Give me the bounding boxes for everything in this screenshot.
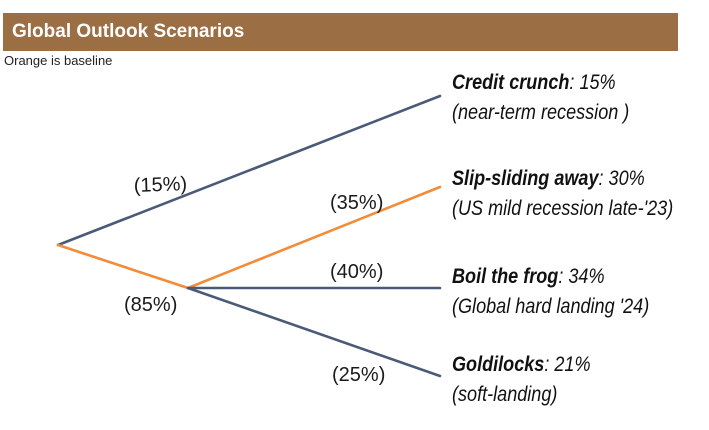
- outcome-description: (near-term recession ): [452, 101, 630, 124]
- outcome-name: Credit crunch: [452, 71, 570, 94]
- outcome-description: (US mild recession late-'23): [452, 197, 674, 220]
- prob-label-85: (85%): [124, 294, 177, 316]
- outcome-probability: : 34%: [558, 265, 605, 288]
- edge-baseline-root: [56, 243, 190, 290]
- outcome-name: Goldilocks: [452, 353, 545, 376]
- outcome-credit-crunch: Credit crunch: 15% (near-term recession …: [452, 68, 629, 128]
- outcome-name: Boil the frog: [452, 265, 559, 288]
- outcome-boil-the-frog: Boil the frog: 34% (Global hard landing …: [452, 262, 649, 322]
- outcome-goldilocks: Goldilocks: 21% (soft-landing): [452, 350, 591, 410]
- outcome-description: (Global hard landing '24): [452, 295, 650, 318]
- outcome-slip-sliding-away: Slip-sliding away: 30% (US mild recessio…: [452, 164, 673, 224]
- prob-label-35: (35%): [330, 192, 383, 214]
- header-bar: Global Outlook Scenarios: [3, 13, 678, 51]
- subtitle: Orange is baseline: [4, 53, 113, 68]
- outcome-probability: : 30%: [598, 167, 645, 190]
- outcome-name: Slip-sliding away: [452, 167, 599, 190]
- outcome-probability: : 15%: [569, 71, 616, 94]
- outcome-description: (soft-landing): [452, 383, 558, 406]
- edge-goldilocks: [186, 286, 442, 378]
- prob-label-40: (40%): [330, 261, 383, 283]
- prob-label-25: (25%): [332, 364, 385, 386]
- page-title: Global Outlook Scenarios: [12, 21, 245, 42]
- edge-slip-sliding: [186, 185, 442, 290]
- edge-credit-crunch: [56, 94, 442, 247]
- prob-label-15: (15%): [133, 173, 187, 197]
- outcome-probability: : 21%: [544, 353, 591, 376]
